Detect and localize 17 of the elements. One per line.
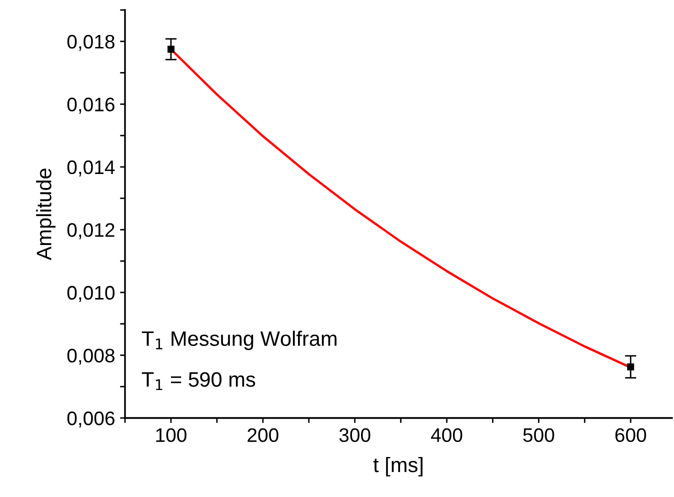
- x-tick-label: 400: [430, 428, 462, 442]
- y-axis-title: Amplitude: [36, 168, 56, 260]
- y-tick-label: 0,016: [67, 98, 114, 114]
- x-axis-title: t [ms]: [373, 456, 422, 476]
- y-tick-label: 0,006: [67, 411, 114, 428]
- x-tick-label: 200: [248, 428, 278, 442]
- x-tick-label: 500: [523, 428, 554, 442]
- x-tick-label: 300: [339, 428, 370, 442]
- annotation: T$_{1}$ Messung Wolfram: [142, 330, 336, 350]
- annotation: T$_{1}$ = 590 ms: [142, 372, 256, 390]
- x-tick-label: 600: [615, 428, 646, 442]
- y-tick-label: 0,012: [67, 223, 114, 240]
- y-tick-label: 0,014: [67, 160, 115, 176]
- y-tick-label: 0,018: [67, 34, 114, 51]
- x-tick-label: 100: [156, 428, 186, 442]
- y-tick-label: 0,010: [67, 286, 115, 302]
- y-tick-label: 0,008: [67, 348, 114, 365]
